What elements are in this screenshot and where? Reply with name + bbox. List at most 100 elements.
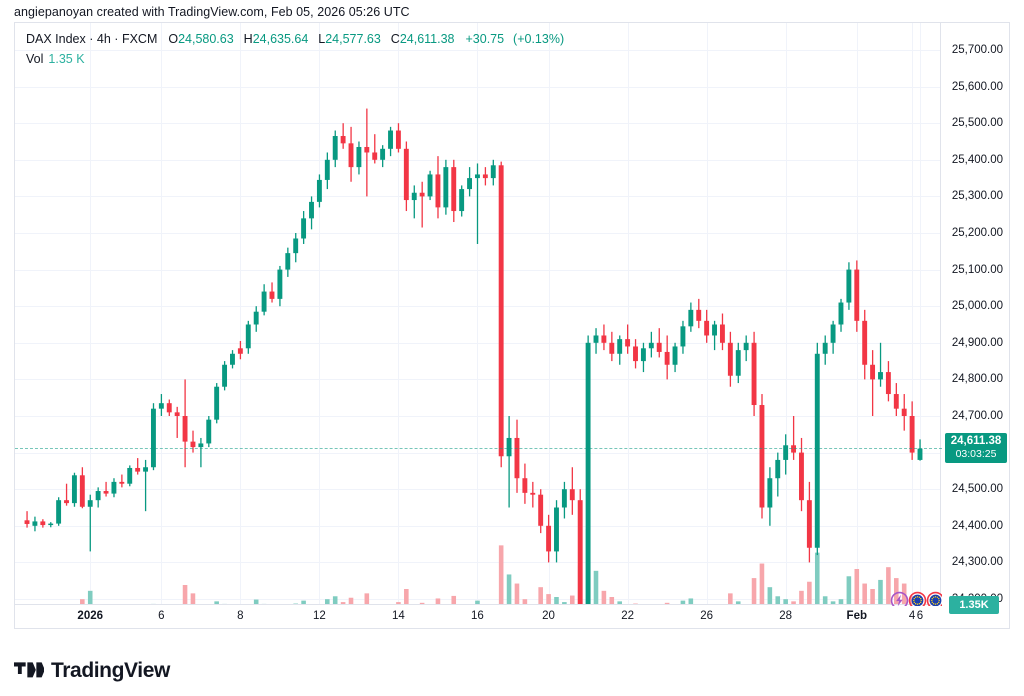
legend-interval[interactable]: 4h xyxy=(96,32,111,46)
candle-body xyxy=(222,364,228,387)
eu-economic-event-marker-2[interactable] xyxy=(926,591,942,606)
candle-body xyxy=(230,353,235,365)
candle-body xyxy=(245,324,251,349)
bar-countdown: 03:03:25 xyxy=(955,448,997,461)
volume-bar xyxy=(775,596,781,606)
candle-wick xyxy=(374,134,376,164)
candle-body xyxy=(743,342,749,351)
volume-bar xyxy=(807,581,812,606)
candle-body xyxy=(143,467,148,472)
candle-body xyxy=(111,481,117,494)
candle-body xyxy=(214,386,220,420)
candle-body xyxy=(506,437,512,457)
price-tick: 24,500.00 xyxy=(951,483,1003,496)
candle-body xyxy=(625,339,631,347)
candle-body xyxy=(482,174,488,179)
time-gridline xyxy=(912,23,914,606)
tradingview-mark-icon xyxy=(14,661,44,677)
volume-bar xyxy=(751,578,757,606)
candle-body xyxy=(727,342,733,376)
candle-body xyxy=(301,218,307,239)
candle-body xyxy=(593,335,599,343)
candle-body xyxy=(182,416,188,442)
legend-symbol[interactable]: DAX Index xyxy=(26,32,86,46)
candle-body xyxy=(459,189,465,212)
volume-bar xyxy=(546,594,551,606)
marker-ring xyxy=(890,591,909,606)
candle-body xyxy=(56,500,62,524)
earnings-marker[interactable] xyxy=(890,591,909,606)
candle-body xyxy=(569,489,575,501)
price-gridline xyxy=(15,86,942,88)
time-gridline xyxy=(785,23,787,606)
eu-flag-disc xyxy=(929,594,942,606)
legend-volume-row: Vol 1.35 K xyxy=(26,50,564,69)
volume-bar xyxy=(80,599,85,606)
candle-body xyxy=(269,291,275,299)
time-axis[interactable]: 2026 6 8 12 14 16 20 22 26 28 Feb 4 6 xyxy=(15,604,942,628)
candle-body xyxy=(885,372,891,395)
price-tick: 24,400.00 xyxy=(951,519,1003,532)
candlestick-series xyxy=(24,108,923,606)
candle-body xyxy=(538,494,544,526)
price-tick: 24,900.00 xyxy=(951,336,1003,349)
candle-body xyxy=(917,448,923,460)
candle-wick xyxy=(105,481,107,497)
candle-body xyxy=(577,500,583,606)
current-price-value: 24,611.38 xyxy=(950,435,1002,448)
candle-body xyxy=(822,342,828,354)
candle-body xyxy=(158,403,164,409)
volume-bar xyxy=(87,590,93,606)
candle-body xyxy=(87,500,93,507)
candle-body xyxy=(806,500,812,548)
price-tick: 25,400.00 xyxy=(951,153,1003,166)
volume-bar xyxy=(688,598,694,606)
candle-body xyxy=(475,174,480,179)
eu-flag-star xyxy=(931,597,933,600)
candle-body xyxy=(704,320,710,336)
time-gridline xyxy=(90,23,92,606)
price-gridline xyxy=(15,269,942,271)
price-tick: 25,000.00 xyxy=(951,300,1003,313)
eu-flag-star xyxy=(920,599,922,602)
legend-change-percent: (+0.13%) xyxy=(513,32,565,46)
candle-body xyxy=(285,253,291,270)
time-tick: 20 xyxy=(542,610,555,622)
candle-body xyxy=(719,324,725,343)
candle-body xyxy=(759,405,765,508)
legend-volume-value: 1.35 K xyxy=(48,52,85,66)
candle-wick xyxy=(879,342,882,387)
price-axis[interactable]: 25,700.00 25,600.00 25,500.00 25,400.00 25,3… xyxy=(940,23,1009,628)
price-tick: 24,800.00 xyxy=(951,373,1003,386)
price-tick: 24,700.00 xyxy=(951,410,1003,422)
tradingview-logo: TradingView xyxy=(14,659,170,683)
volume-bar xyxy=(728,593,733,606)
legend-low-value: 24,577.63 xyxy=(325,32,381,46)
candle-body xyxy=(799,452,804,501)
price-gridline xyxy=(15,196,942,198)
candle-wick xyxy=(121,474,123,488)
candle-wick xyxy=(26,511,28,528)
volume-bar xyxy=(838,599,844,606)
legend-change: +30.75 xyxy=(465,32,505,46)
price-gridline xyxy=(15,599,942,600)
volume-bar xyxy=(506,574,512,606)
price-gridline xyxy=(15,342,942,344)
volume-bar xyxy=(538,587,543,606)
volume-bar xyxy=(759,563,765,606)
eu-flag-star xyxy=(916,603,919,605)
time-tick: 22 xyxy=(621,610,634,622)
candle-body xyxy=(380,148,386,160)
volume-bar xyxy=(617,601,622,606)
volume-bar xyxy=(190,593,196,606)
candle-wick xyxy=(532,481,534,508)
plot-area[interactable] xyxy=(15,23,942,606)
candle-body xyxy=(135,467,141,472)
volume-bar xyxy=(799,590,804,606)
candle-wick xyxy=(476,163,479,244)
volume-bar xyxy=(767,587,773,606)
time-gridline xyxy=(240,23,242,606)
price-gridline xyxy=(15,233,942,234)
volume-bar xyxy=(735,601,741,606)
eu-economic-event-marker-1[interactable] xyxy=(908,591,927,606)
